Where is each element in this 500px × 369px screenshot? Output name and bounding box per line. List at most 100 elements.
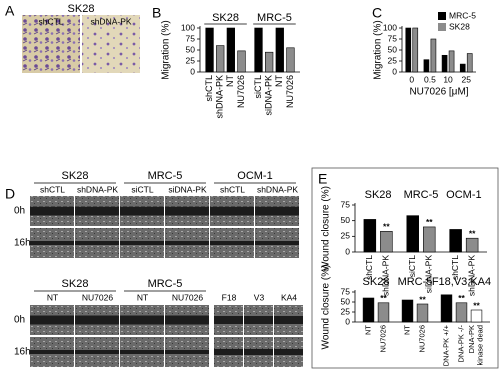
bar: [205, 27, 214, 73]
category-label: shCTL: [204, 75, 214, 102]
wound-gap: [244, 349, 273, 355]
wound-gap: [120, 241, 164, 245]
bar: [363, 219, 377, 253]
wound-gap: [120, 206, 164, 216]
bar: [455, 302, 468, 323]
y-tick-label: 50: [341, 215, 351, 225]
group-label: MRC-5: [148, 278, 183, 290]
micrograph: [82, 15, 140, 73]
category-label: shDNA-PK: [215, 75, 225, 119]
significance: **: [380, 293, 387, 303]
bar: [401, 299, 414, 323]
group-label: F18,V3,KA4: [432, 276, 491, 288]
wound-gap: [165, 206, 209, 216]
group-label: SK28: [365, 189, 392, 201]
bar: [430, 38, 437, 73]
group-label: MRC-5: [257, 12, 292, 24]
y-tick-label: 75: [341, 199, 351, 209]
significance: **: [419, 294, 426, 304]
significance: **: [473, 300, 480, 310]
wound-gap: [165, 315, 209, 325]
bar: [405, 27, 412, 73]
category-label: DNA-PK: [467, 325, 476, 353]
y-axis-label: Migration (%): [373, 20, 384, 79]
significance: **: [426, 217, 433, 227]
row-label: 16h: [14, 347, 31, 358]
wound-gap: [210, 206, 254, 216]
wound-gap: [214, 316, 243, 324]
wound-gap: [120, 350, 164, 354]
bar: [448, 50, 455, 73]
y-axis-label: Wound closure (%): [321, 186, 332, 271]
bar: [406, 215, 419, 253]
wound-gap: [75, 350, 119, 354]
legend-label: SK28: [449, 21, 470, 31]
line-label: KA4: [281, 292, 297, 302]
category-label: shCTL: [364, 255, 374, 280]
y-tick-label: 75: [186, 33, 196, 43]
bar: [423, 59, 430, 73]
y-tick-label: 25: [341, 231, 351, 241]
condition-label: NU7026: [172, 292, 203, 302]
group-label: SK28: [62, 170, 89, 182]
y-tick-label: 50: [186, 44, 196, 54]
bar: [465, 237, 479, 253]
bar: [380, 231, 393, 253]
bar: [237, 50, 246, 73]
y-tick-label: 75: [341, 286, 351, 296]
category-label: NT: [274, 75, 284, 87]
legend-swatch: [438, 23, 446, 31]
y-tick-label: 25: [341, 306, 351, 316]
bar: [254, 27, 263, 73]
image-label: shCTL: [38, 16, 63, 26]
significance: **: [469, 228, 476, 238]
group-label: SK28: [363, 276, 390, 288]
panel-letter: B: [152, 5, 161, 21]
wound-gap: [255, 206, 299, 216]
category-label: siDNA-PK: [264, 75, 274, 116]
panel-letter: E: [318, 171, 327, 187]
wound-gap: [165, 350, 209, 354]
wound-gap: [210, 241, 254, 245]
group-label: MRC-5: [398, 276, 433, 288]
y-axis-label: Migration (%): [161, 20, 172, 79]
x-axis-label: NU7026 [μM]: [409, 87, 468, 98]
condition-label: siDNA-PK: [168, 184, 207, 194]
y-axis-label: Wound closure (%): [321, 265, 332, 350]
wound-gap: [75, 241, 119, 245]
panel-title: SK28: [68, 3, 95, 15]
category-label: kinase dead: [476, 325, 485, 365]
category-label: siCTL: [253, 75, 263, 99]
category-label: NT: [363, 325, 372, 335]
group-label: OCM-1: [237, 170, 272, 182]
category-label: 25: [461, 74, 471, 84]
category-label: 0: [409, 74, 414, 84]
category-label: siCTL: [407, 255, 417, 277]
wound-gap: [75, 315, 119, 325]
category-label: NT: [402, 325, 411, 335]
y-tick-label: 100: [383, 22, 397, 32]
y-tick-label: 50: [388, 44, 398, 54]
category-label: shDNA-PK: [381, 255, 391, 296]
category-label: NU7026: [417, 325, 426, 353]
panel-letter: C: [372, 5, 382, 21]
legend-swatch: [438, 12, 446, 20]
category-label: shCTL: [450, 255, 460, 280]
bar: [216, 45, 225, 73]
y-tick-label: 0: [345, 316, 350, 326]
wound-gap: [120, 315, 164, 325]
bar: [416, 303, 429, 323]
y-tick-label: 100: [181, 22, 195, 32]
bar: [459, 63, 466, 73]
y-tick-label: 50: [341, 296, 351, 306]
panel-letter: A: [5, 3, 15, 19]
significance: **: [383, 222, 390, 232]
wound-gap: [274, 349, 303, 355]
wound-gap: [75, 206, 119, 216]
line-label: F18: [222, 292, 237, 302]
bar: [412, 27, 419, 73]
condition-label: shDNA-PK: [77, 184, 118, 194]
bar: [470, 309, 483, 323]
group-label: MRC-5: [148, 170, 183, 182]
